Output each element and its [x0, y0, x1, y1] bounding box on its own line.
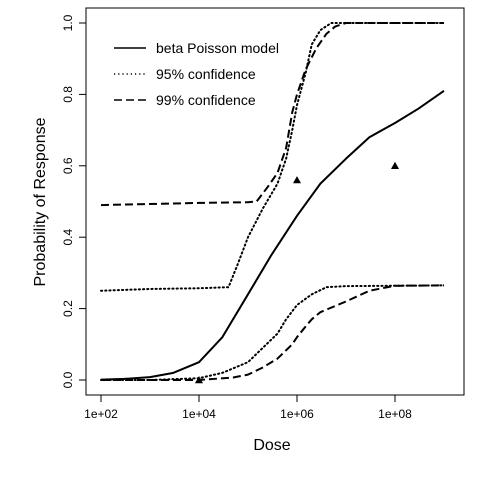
series-line-solid — [100, 90, 445, 381]
y-tick-label: 0.4 — [61, 229, 75, 246]
legend-label: 99% confidence — [156, 92, 256, 108]
y-axis-title: Probability of Response — [32, 117, 49, 286]
y-tick-label: 0.8 — [61, 86, 75, 103]
series-layer — [100, 22, 445, 381]
data-point — [391, 161, 399, 169]
legend: beta Poisson model 95% confidence 99% conf… — [114, 40, 279, 108]
series-line-dotted — [100, 284, 445, 381]
y-tick-label: 1.0 — [61, 14, 75, 31]
points-layer — [195, 161, 399, 384]
legend-label: beta Poisson model — [156, 40, 279, 56]
series-line-dotted — [100, 22, 445, 292]
x-axis-title: Dose — [253, 437, 290, 454]
x-tick-label: 1e+06 — [280, 407, 314, 421]
data-point — [195, 376, 203, 384]
y-tick-label: 0.6 — [61, 157, 75, 174]
x-tick-label: 1e+04 — [182, 407, 216, 421]
x-tick-label: 1e+08 — [378, 407, 412, 421]
y-axis: 0.0 0.2 0.4 0.6 0.8 1.0 — [61, 14, 87, 388]
data-point — [293, 176, 301, 184]
x-tick-label: 1e+02 — [84, 407, 118, 421]
y-tick-label: 0.2 — [61, 300, 75, 317]
legend-label: 95% confidence — [156, 66, 256, 82]
series-line-dashed — [101, 284, 445, 381]
x-axis: 1e+02 1e+04 1e+06 1e+08 — [84, 394, 412, 421]
y-tick-label: 0.0 — [61, 371, 75, 388]
series-line-dashed — [100, 22, 444, 207]
